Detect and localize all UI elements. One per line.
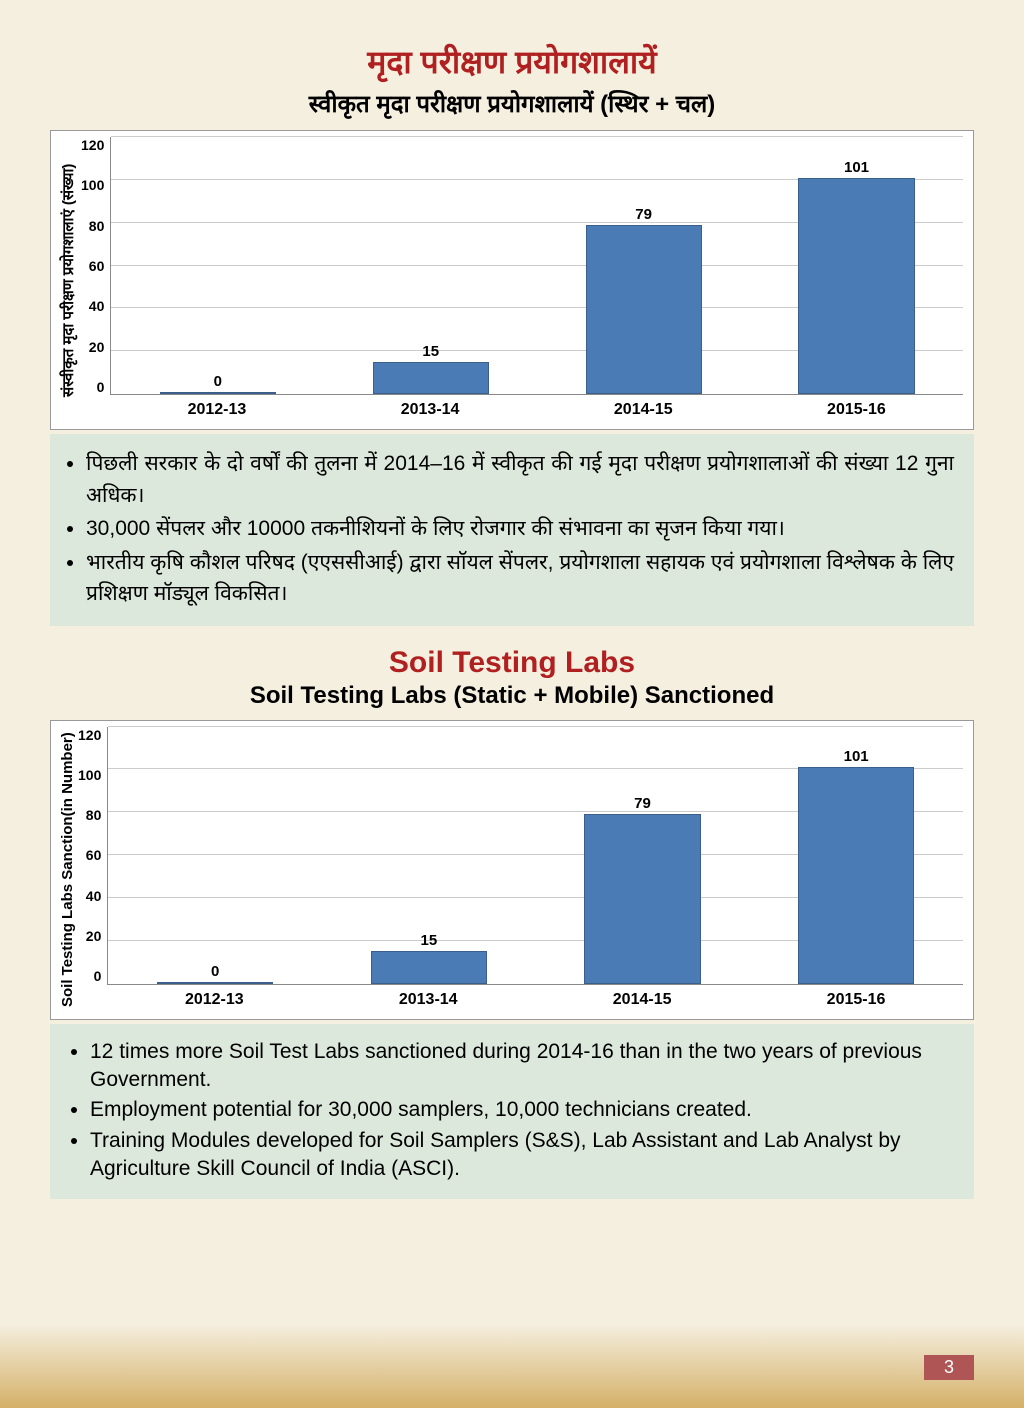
- x-tick-label: 2015-16: [827, 401, 886, 423]
- bar-value-label: 15: [422, 343, 439, 360]
- bullet-item: भारतीय कृषि कौशल परिषद (एएससीआई) द्वारा …: [86, 547, 954, 610]
- bar-value-label: 0: [214, 373, 222, 390]
- hindi-bullets: पिछली सरकार के दो वर्षों की तुलना में 20…: [50, 434, 974, 626]
- x-tick-label: 2013-14: [401, 401, 460, 423]
- bar: [586, 225, 702, 394]
- y-tick-label: 60: [78, 847, 101, 863]
- bullet-item: पिछली सरकार के दो वर्षों की तुलना में 20…: [86, 448, 954, 511]
- bar: [798, 767, 915, 983]
- x-tick-label: 2012-13: [188, 401, 247, 423]
- bar: [371, 951, 488, 983]
- x-tick-label: 2015-16: [827, 991, 886, 1013]
- x-tick-label: 2014-15: [613, 991, 672, 1013]
- x-axis-labels: 2012-13 2013-14 2014-15 2015-16: [110, 395, 963, 423]
- bullet-item: Employment potential for 30,000 samplers…: [90, 1096, 954, 1124]
- y-tick-label: 20: [81, 339, 104, 355]
- bar-value-label: 15: [420, 932, 437, 949]
- english-ylabel: Soil Testing Labs Sanction(in Number): [57, 727, 78, 1013]
- hindi-title: मृदा परीक्षण प्रयोगशालायें: [50, 40, 974, 83]
- y-tick-label: 40: [81, 298, 104, 314]
- y-axis-ticks: 120 100 80 60 40 20 0: [81, 137, 110, 395]
- bar-value-label: 0: [211, 963, 219, 980]
- plot-area: 0 15 79 101: [107, 727, 963, 985]
- x-tick-label: 2012-13: [185, 991, 244, 1013]
- y-tick-label: 80: [81, 218, 104, 234]
- y-tick-label: 40: [78, 888, 101, 904]
- y-tick-label: 80: [78, 807, 101, 823]
- english-chart: Soil Testing Labs Sanction(in Number) 12…: [50, 720, 974, 1020]
- x-tick-label: 2013-14: [399, 991, 458, 1013]
- y-axis-ticks: 120 100 80 60 40 20 0: [78, 727, 107, 985]
- x-axis-labels: 2012-13 2013-14 2014-15 2015-16: [107, 985, 963, 1013]
- y-tick-label: 100: [81, 177, 104, 193]
- bullet-item: Training Modules developed for Soil Samp…: [90, 1127, 954, 1184]
- bar: [584, 814, 701, 983]
- bar-value-label: 101: [844, 159, 869, 176]
- y-tick-label: 120: [81, 137, 104, 153]
- y-tick-label: 60: [81, 258, 104, 274]
- page-number: 3: [924, 1355, 974, 1380]
- hindi-ylabel: संस्वीकृत मृदा परीक्षण प्रयोगशालाएं (संख…: [57, 137, 81, 423]
- x-tick-label: 2014-15: [614, 401, 673, 423]
- y-tick-label: 0: [78, 968, 101, 984]
- bullet-item: 12 times more Soil Test Labs sanctioned …: [90, 1038, 954, 1095]
- bar-value-label: 101: [844, 748, 869, 765]
- bullet-item: 30,000 सेंपलर और 10000 तकनीशियनों के लिए…: [86, 513, 954, 545]
- y-tick-label: 100: [78, 767, 101, 783]
- english-bullets: 12 times more Soil Test Labs sanctioned …: [50, 1024, 974, 1200]
- bar: [373, 362, 489, 394]
- y-tick-label: 120: [78, 727, 101, 743]
- bar: [160, 392, 276, 394]
- plot-area: 0 15 79 101: [110, 137, 963, 395]
- y-tick-label: 0: [81, 379, 104, 395]
- bar-value-label: 79: [634, 795, 651, 812]
- y-tick-label: 20: [78, 928, 101, 944]
- bar: [798, 178, 914, 394]
- english-subtitle: Soil Testing Labs (Static + Mobile) Sanc…: [50, 682, 974, 710]
- hindi-subtitle: स्वीकृत मृदा परीक्षण प्रयोगशालायें (स्थि…: [50, 87, 974, 120]
- bar-value-label: 79: [635, 206, 652, 223]
- english-title: Soil Testing Labs: [50, 646, 974, 680]
- hindi-chart: संस्वीकृत मृदा परीक्षण प्रयोगशालाएं (संख…: [50, 130, 974, 430]
- bar: [157, 982, 274, 984]
